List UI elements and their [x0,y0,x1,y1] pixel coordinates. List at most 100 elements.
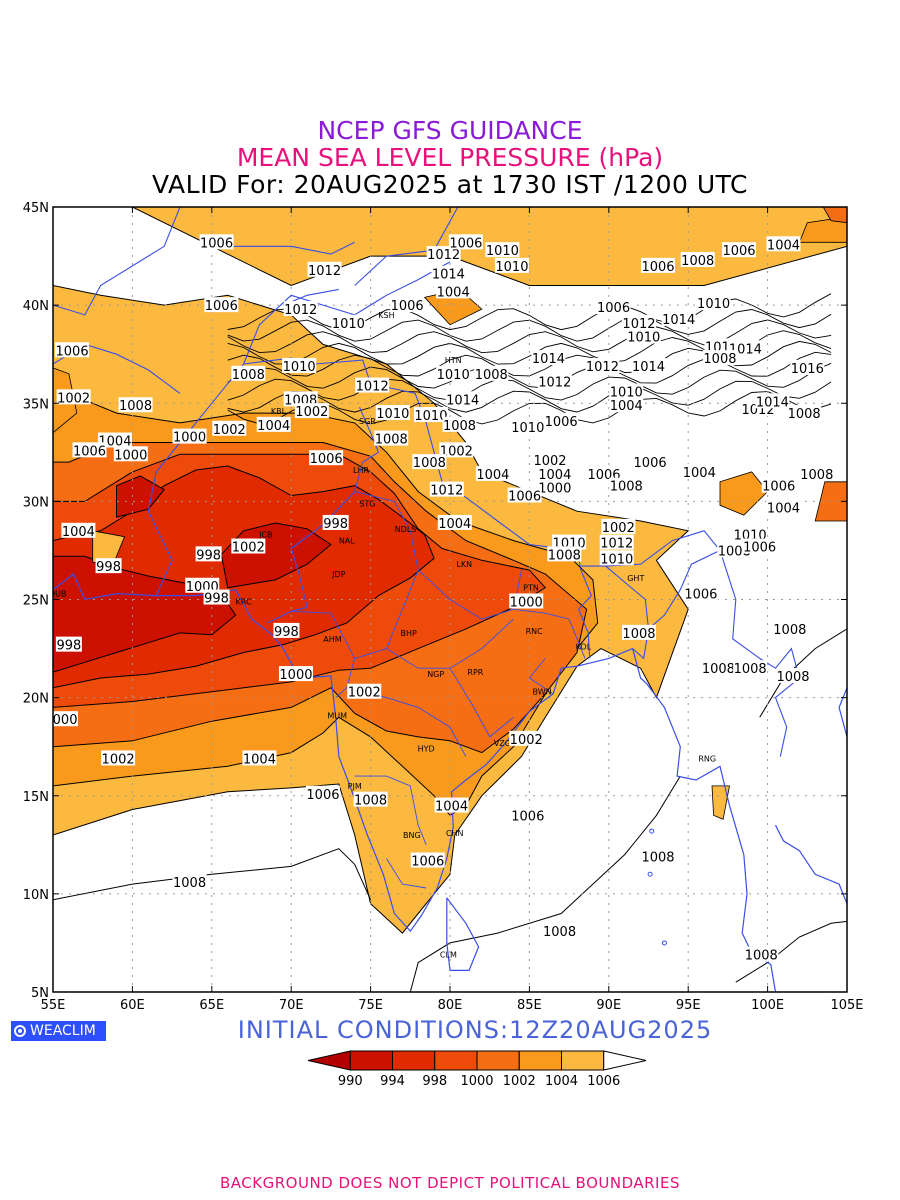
island [647,871,653,877]
isobar-label-bg [633,454,668,470]
isobar-label-text: 1014 [532,352,565,367]
isobar-label-text: 998 [96,560,121,575]
isobar-label-bg [256,416,291,432]
city-label: BNG [403,831,421,840]
isobar-label-text: 1004 [437,285,470,300]
colorbar-swatch [434,1050,478,1071]
isobar-label-text: 1002 [533,454,566,469]
isobar-label-text: 1010 [437,368,470,383]
lat-label: 10N [23,888,49,903]
isobar-label-bg [509,593,544,609]
isobar-label-bg [355,377,390,393]
city-label: GHT [627,574,644,583]
isobar-label-bg [722,242,757,258]
fill-patch [719,471,769,516]
isobar-label-text: 1000 [510,595,543,610]
isobar-label-bg [733,660,768,676]
isobar-label-bg [95,558,122,574]
isobar-label-text: 1002 [102,752,135,767]
isobar-label: 1008 [787,405,822,422]
isobar-label: 1002 [101,750,136,767]
state-boundary [386,858,427,889]
lon-label: 75E [358,998,383,1013]
isobar-label-bg [283,391,318,407]
isobar-label: 1006 [55,342,90,359]
isobar-label-text: 1004 [435,800,468,815]
isobar-label: 1002 [439,442,474,459]
city-label: HTN [445,356,462,365]
city-label: KRC [236,597,252,606]
isobar-label-text: 1010 [627,331,660,346]
isobar-label-text: 1010 [495,260,528,275]
isobar-label: 998 [322,514,349,532]
isobar-label-bg [485,242,520,258]
isobar-label: 1006 [596,299,631,316]
isobar-label-text: 1006 [411,855,444,870]
isobar-label-bg [204,297,239,313]
fill-patch [711,785,730,820]
isobar-label: 1010 [696,295,731,312]
isobar-label-bg [733,526,768,542]
isobar-label-bg [282,357,317,373]
isobar-label-bg [431,265,466,281]
isobar-label-bg [661,310,696,326]
isobar-label-text: 1012 [622,317,655,332]
isobar-label-text: 1014 [446,393,479,408]
lat-label: 15N [23,790,49,805]
lat-label: 25N [23,594,49,609]
isobar-label: 1010 [436,365,471,383]
chart-title-field: MEAN SEA LEVEL PRESSURE (hPa) [236,143,664,172]
isobar-label: 1002 [509,730,544,748]
colorbar-swatch [392,1050,436,1071]
isobar-label-bg [61,522,96,538]
isobar-label-text: 1012 [356,380,389,395]
isobar-label-bg [278,666,313,682]
isobar-label: 1002 [56,389,91,406]
isobar-label-text: 1006 [762,480,795,495]
city-label: DUB [49,590,67,599]
city-label: LKN [456,560,472,569]
isobar-label-text: 1006 [634,456,667,471]
isobar-label: 1006 [722,242,757,259]
isobar-label-text: 998 [204,592,229,607]
isobar-label: 1002 [533,452,568,469]
isobar-label-bg [742,538,777,554]
isobar-label-bg [231,538,266,554]
isobar-label-bg [445,391,480,407]
isobar-label: 1000 [113,446,148,463]
isobar-label: 1016 [790,359,825,377]
isobar-label-bg [702,350,737,366]
colorbar-label: 994 [380,1074,405,1089]
colorbar-label: 1004 [545,1074,578,1089]
isobar-label-bg [609,383,644,399]
isobar-label-text: 1008 [232,368,265,383]
isobar-label-text: 1008 [641,851,674,866]
isobar-label-bg [413,407,448,423]
isobar-label-text: 1006 [449,236,482,251]
isobar-label-text: 998 [196,548,221,563]
isobar-label-bg [56,389,91,405]
isobar-label-bg [212,420,247,436]
isobar-label-bg [203,589,230,605]
isobar-label: 1002 [212,420,247,438]
isobar-label-text: 1008 [745,949,778,964]
city-label: BWN [533,688,552,697]
isobar-label: 1004 [537,465,572,483]
isobar-label-text: 1010 [600,552,633,567]
isobar-label: 1010 [282,357,317,375]
isobar-label-text: 1004 [476,468,509,483]
isobar-label-bg [474,365,509,381]
isobar-label-text: 1008 [681,254,714,269]
isobar-label: 1004 [256,416,291,434]
city-label: NGP [427,670,444,679]
isobar-label: 1008 [172,874,207,891]
isobar-label-bg [766,499,801,515]
isobar-label-bg [766,236,801,252]
isobar-label-text: 1008 [773,623,806,638]
isobar-label: 1012 [429,481,464,499]
isobar-label: 1012 [307,261,342,279]
isobar-label: 1006 [683,585,718,603]
isobar-label-bg [609,397,644,413]
isobar-label-bg [787,405,822,421]
